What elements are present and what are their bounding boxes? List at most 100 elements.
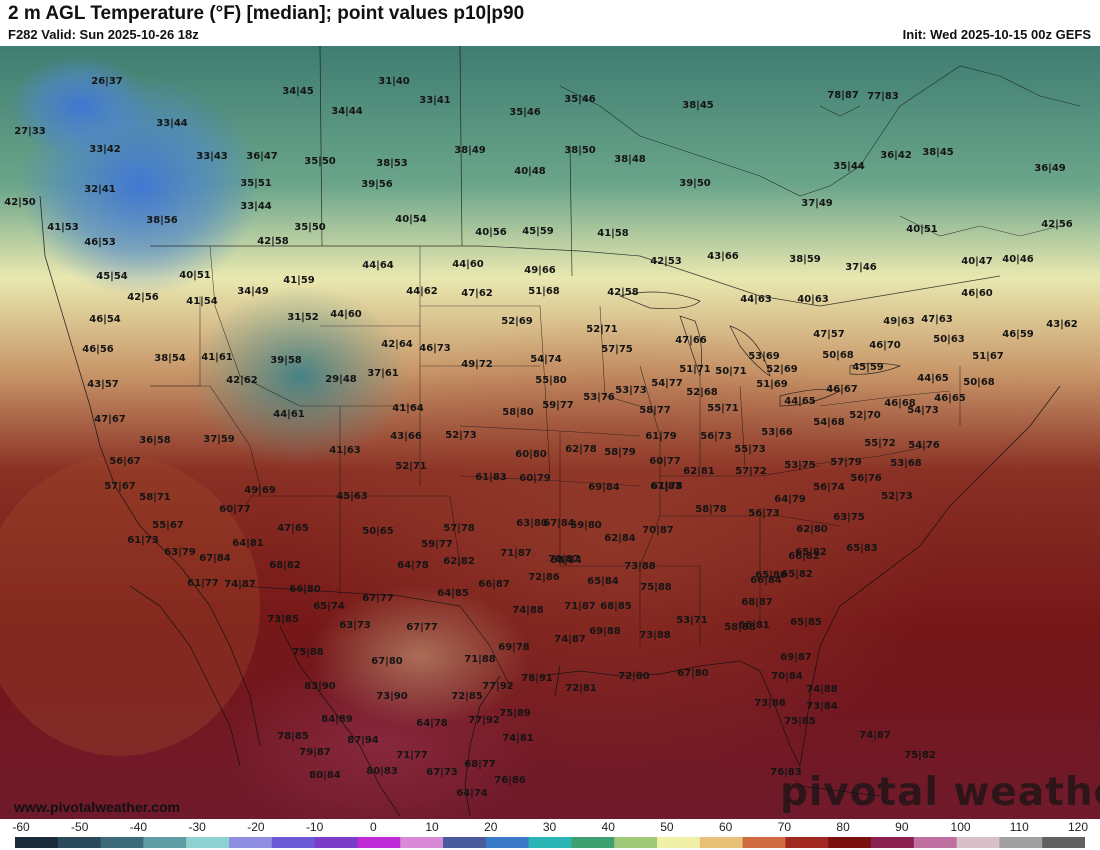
- point-value-label: 67|77: [406, 622, 438, 633]
- arctic-coast: [559, 65, 1081, 237]
- point-value-label: 69|88: [589, 626, 621, 637]
- site-url[interactable]: www.pivotalweather.com: [14, 799, 180, 815]
- point-value-label: 58|79: [604, 447, 636, 458]
- point-value-label: 67|84: [543, 518, 575, 529]
- point-value-label: 27|33: [14, 126, 46, 137]
- point-value-label: 64|78: [397, 560, 429, 571]
- point-value-label: 87|94: [347, 735, 379, 746]
- colorbar-tick-label: -10: [305, 820, 324, 834]
- point-value-label: 41|58: [597, 228, 629, 239]
- point-value-label: 72|80: [618, 671, 650, 682]
- point-value-label: 73|85: [267, 614, 299, 625]
- point-value-label: 26|37: [91, 76, 123, 87]
- point-value-label: 53|66: [761, 427, 793, 438]
- point-value-label: 54|77: [651, 378, 683, 389]
- point-value-label: 58|78: [695, 504, 727, 515]
- point-value-label: 31|52: [287, 312, 319, 323]
- point-value-label: 61|77: [187, 578, 219, 589]
- point-value-label: 32|41: [84, 184, 116, 195]
- point-value-label: 38|45: [922, 147, 954, 158]
- point-value-label: 33|41: [419, 95, 451, 106]
- state-lines: [150, 245, 961, 646]
- point-value-label: 34|45: [282, 86, 314, 97]
- point-value-label: 68|77: [464, 759, 496, 770]
- point-value-label: 42|58: [257, 236, 289, 247]
- init-time: Init: Wed 2025-10-15 00z GEFS: [902, 27, 1091, 42]
- point-value-label: 45|54: [96, 271, 128, 282]
- colorbar-segment: [143, 837, 187, 848]
- point-value-label: 50|63: [933, 334, 965, 345]
- point-value-label: 80|83: [366, 766, 398, 777]
- point-value-label: 51|67: [972, 351, 1004, 362]
- point-value-label: 52|69: [501, 316, 533, 327]
- point-value-label: 53|75: [784, 460, 816, 471]
- point-value-label: 45|63: [336, 491, 368, 502]
- colorbar-segment: [828, 837, 872, 848]
- point-value-label: 59|77: [542, 400, 574, 411]
- point-value-label: 41|61: [201, 352, 233, 363]
- coastline-lines: [39, 195, 1061, 817]
- point-value-label: 67|73: [426, 767, 458, 778]
- colorbar-segment: [956, 837, 1000, 848]
- point-value-label: 33|43: [196, 151, 228, 162]
- point-value-label: 39|50: [679, 178, 711, 189]
- point-value-label: 43|57: [87, 379, 119, 390]
- point-value-label: 77|83: [867, 91, 899, 102]
- map-header: 2 m AGL Temperature (°F) [median]; point…: [0, 0, 1100, 46]
- point-value-label: 67|83: [650, 481, 682, 492]
- point-value-label: 44|65: [917, 373, 949, 384]
- point-value-label: 47|66: [675, 335, 707, 346]
- point-value-label: 65|85: [790, 617, 822, 628]
- point-value-label: 66|87: [478, 579, 510, 590]
- point-value-label: 57|75: [601, 344, 633, 355]
- point-value-label: 64|79: [774, 494, 806, 505]
- point-value-label: 52|73: [445, 430, 477, 441]
- point-value-label: 68|84: [550, 555, 582, 566]
- point-value-label: 50|68: [963, 377, 995, 388]
- point-value-label: 61|79: [645, 431, 677, 442]
- point-value-label: 73|88: [639, 630, 671, 641]
- point-value-label: 49|66: [524, 265, 556, 276]
- point-value-label: 47|65: [277, 523, 309, 534]
- point-value-label: 52|69: [766, 364, 798, 375]
- point-value-label: 54|76: [908, 440, 940, 451]
- colorbar-tick-label: 10: [425, 820, 439, 834]
- point-value-label: 40|46: [1002, 254, 1034, 265]
- point-value-label: 78|91: [521, 673, 553, 684]
- point-value-label: 66|80: [289, 584, 321, 595]
- point-value-label: 80|84: [309, 770, 341, 781]
- temperature-map[interactable]: 26|37 27|33 33|42 32|41 42|50 41|53 46|53 45|54…: [0, 46, 1100, 819]
- colorbar-tick-label: -60: [12, 820, 30, 834]
- colorbar-segment: [1042, 837, 1085, 848]
- point-value-label: 57|78: [443, 523, 475, 534]
- colorbar-segment: [571, 837, 615, 848]
- point-value-label: 35|50: [304, 156, 336, 167]
- point-value-label: 79|87: [299, 747, 331, 758]
- point-value-label: 38|56: [146, 215, 178, 226]
- point-value-label: 59|80: [570, 520, 602, 531]
- point-value-label: 40|48: [514, 166, 546, 177]
- point-value-label: 75|82: [904, 750, 936, 761]
- point-value-label: 71|88: [464, 654, 496, 665]
- colorbar-tick-label: -30: [188, 820, 206, 834]
- point-value-label: 52|68: [686, 387, 718, 398]
- colorbar-segment: [742, 837, 786, 848]
- point-value-label: 77|92: [482, 681, 514, 692]
- point-value-label: 55|73: [734, 444, 766, 455]
- colorbar-tick-label: 120: [1067, 820, 1089, 834]
- point-value-label: 52|71: [395, 461, 427, 472]
- colorbar-segment: [999, 837, 1043, 848]
- point-value-label: 57|67: [104, 481, 136, 492]
- point-value-label: 68|87: [741, 597, 773, 608]
- point-value-label: 60|77: [219, 504, 251, 515]
- great-lakes: [618, 291, 902, 407]
- watermark-logo: pivotal weather: [780, 770, 1100, 815]
- point-value-label: 71|77: [396, 750, 428, 761]
- point-value-label: 44|60: [452, 259, 484, 270]
- point-value-label: 43|66: [390, 431, 422, 442]
- point-value-label: 46|53: [84, 237, 116, 248]
- point-value-label: 40|54: [395, 214, 427, 225]
- point-value-label: 37|49: [801, 198, 833, 209]
- colorbar-tick-label: 90: [895, 820, 909, 834]
- point-value-label: 63|73: [339, 620, 371, 631]
